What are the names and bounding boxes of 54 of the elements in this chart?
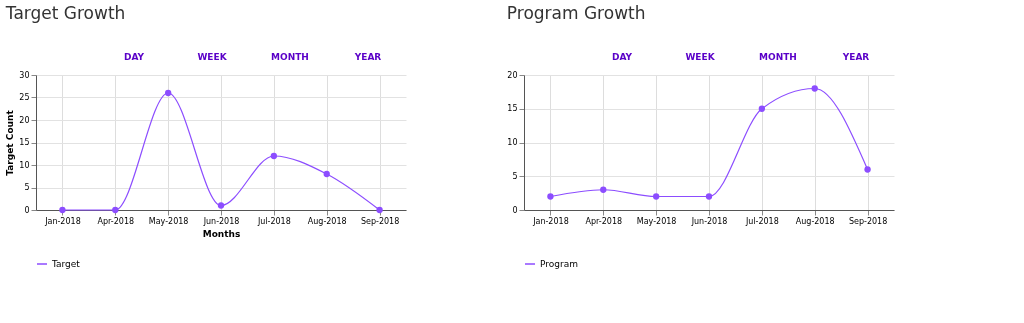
y-tick-label: 20 bbox=[507, 70, 518, 80]
point bbox=[217, 202, 225, 209]
text: MONTH bbox=[271, 52, 309, 62]
y-axis-title: Target Count bbox=[5, 109, 16, 176]
y-tick-label: 0 bbox=[512, 205, 518, 215]
text: DAY bbox=[611, 52, 633, 62]
x-tick-label: Jul-2018 bbox=[744, 216, 779, 226]
y-tick-label: 0 bbox=[24, 205, 30, 215]
point bbox=[270, 152, 278, 160]
point bbox=[652, 193, 660, 200]
x-tick-label: Sep-2018 bbox=[360, 216, 400, 226]
x-tick-label: Apr-2018 bbox=[585, 216, 623, 226]
text: YEAR bbox=[841, 52, 870, 62]
text: WEEK bbox=[197, 52, 228, 62]
point bbox=[164, 89, 172, 97]
x-tick-label: Aug-2018 bbox=[795, 216, 835, 226]
x-tick-label: Jun-2018 bbox=[690, 216, 728, 226]
y-tick-label: 5 bbox=[24, 183, 30, 192]
x-axis-title: Months bbox=[202, 228, 241, 239]
x-tick-label: Jan-2018 bbox=[44, 216, 81, 226]
x-tick-label: May-2018 bbox=[636, 216, 677, 226]
chart-title: Target Growth bbox=[4, 3, 126, 23]
x-tick-label: Aug-2018 bbox=[307, 216, 347, 226]
y-tick-label: 10 bbox=[507, 138, 518, 147]
y-tick-label: 30 bbox=[19, 70, 30, 80]
y-tick-label: 5 bbox=[512, 171, 518, 181]
point bbox=[864, 166, 871, 173]
text: YEAR bbox=[353, 52, 382, 62]
legend-label: Program bbox=[540, 259, 578, 269]
y-tick-label: 10 bbox=[19, 160, 30, 170]
y-tick-label: 15 bbox=[19, 138, 30, 147]
x-tick-label: Jul-2018 bbox=[256, 216, 291, 226]
point bbox=[376, 206, 383, 214]
point bbox=[811, 85, 818, 92]
point bbox=[705, 193, 713, 200]
y-tick-label: 25 bbox=[19, 93, 30, 102]
text: MONTH bbox=[759, 52, 797, 62]
text: WEEK bbox=[685, 52, 716, 62]
x-tick-label: Apr-2018 bbox=[97, 216, 135, 226]
y-tick-label: 20 bbox=[19, 115, 30, 125]
x-tick-label: May-2018 bbox=[148, 216, 189, 226]
legend-label: Target bbox=[51, 259, 81, 269]
x-tick-label: Jan-2018 bbox=[532, 216, 569, 226]
point bbox=[323, 170, 330, 178]
point bbox=[59, 206, 66, 214]
point bbox=[600, 186, 607, 193]
y-tick-label: 15 bbox=[507, 104, 518, 114]
x-tick-label: Jun-2018 bbox=[202, 216, 240, 226]
point bbox=[547, 193, 554, 200]
chart-title: Program Growth bbox=[506, 3, 646, 23]
point bbox=[758, 105, 766, 112]
x-tick-label: Sep-2018 bbox=[848, 216, 888, 226]
text: DAY bbox=[123, 52, 145, 62]
point bbox=[112, 206, 119, 214]
